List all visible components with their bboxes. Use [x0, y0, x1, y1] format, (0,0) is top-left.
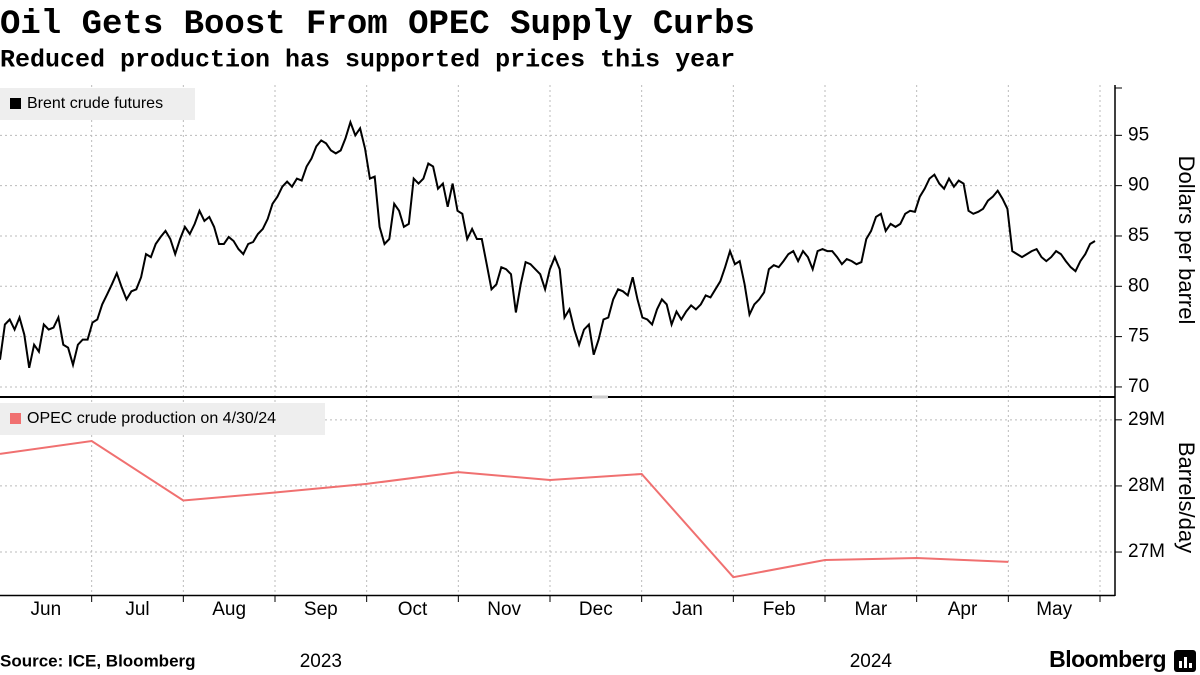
- y-tick-label: 29M: [1128, 409, 1165, 430]
- legend-swatch: [10, 413, 21, 424]
- y-tick-label: 95: [1128, 124, 1149, 145]
- legend-label: Brent crude futures: [27, 95, 163, 112]
- x-tick-label: Oct: [398, 599, 428, 620]
- separator-handle: [592, 395, 608, 399]
- x-tick-label: Aug: [212, 599, 246, 620]
- y-tick-label: 90: [1128, 175, 1149, 196]
- y-axis-title: Dollars per barrel: [1174, 156, 1199, 325]
- chart-title: Oil Gets Boost From OPEC Supply Curbs: [0, 6, 755, 44]
- x-tick-label: Mar: [854, 599, 887, 620]
- legend-box: [0, 403, 325, 435]
- y-tick-label: 28M: [1128, 475, 1165, 496]
- y-tick-label: 75: [1128, 326, 1149, 347]
- x-year-label: 2024: [850, 651, 893, 672]
- y-tick-label: 80: [1128, 275, 1149, 296]
- legend-box: [0, 88, 195, 120]
- x-tick-label: Apr: [948, 599, 978, 620]
- x-tick-label: Sep: [304, 599, 338, 620]
- series-line: [0, 439, 1009, 579]
- y-tick-label: 27M: [1128, 541, 1165, 562]
- legend-label: OPEC crude production on 4/30/24: [27, 410, 276, 427]
- x-tick-label: Nov: [487, 599, 521, 620]
- x-tick-label: Dec: [579, 599, 613, 620]
- x-tick-label: Jun: [31, 599, 62, 620]
- brand: Bloomberg: [1049, 646, 1166, 672]
- x-tick-label: May: [1036, 599, 1072, 620]
- x-tick-label: Feb: [763, 599, 796, 620]
- x-tick-label: Jan: [672, 599, 703, 620]
- y-tick-label: 85: [1128, 225, 1149, 246]
- brand-icon-bar: [1179, 661, 1182, 668]
- x-tick-label: Jul: [125, 599, 149, 620]
- series-line: [0, 119, 1096, 369]
- chart-subtitle: Reduced production has supported prices …: [0, 46, 735, 75]
- y-axis-title: Barrels/day: [1174, 442, 1199, 553]
- legend-swatch: [10, 98, 21, 109]
- brand-icon-bar: [1189, 663, 1192, 668]
- source: Source: ICE, Bloomberg: [0, 651, 196, 670]
- x-year-label: 2023: [300, 651, 342, 672]
- y-tick-label: 70: [1128, 376, 1149, 397]
- brand-icon-bar: [1184, 657, 1187, 668]
